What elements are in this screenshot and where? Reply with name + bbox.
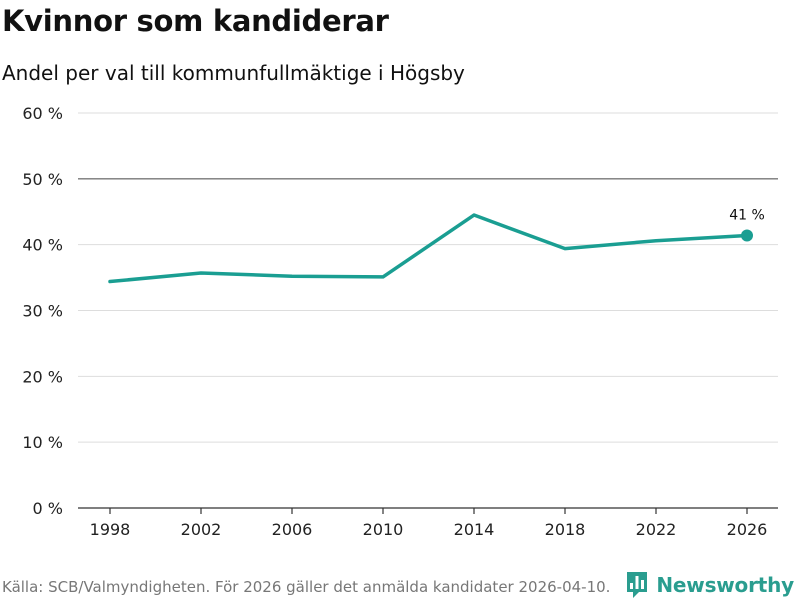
x-tick-label: 1998 (90, 520, 131, 539)
bar-chart-logo-icon (627, 572, 648, 598)
x-tick-label: 2026 (727, 520, 768, 539)
line-chart: 0 % 10 % 20 % 30 % 40 % 50 % 60 % 1998 2002 2006 2… (22, 104, 778, 539)
chart-subtitle: Andel per val till kommunfullmäktige i H… (2, 61, 465, 85)
series-line (108, 213, 749, 284)
y-tick-label: 40 % (22, 236, 63, 255)
chart-title: Kvinnor som kandiderar (2, 4, 389, 38)
x-tick-label: 2014 (454, 520, 495, 539)
y-tick-label: 0 % (33, 499, 63, 518)
y-tick-label: 30 % (22, 302, 63, 321)
y-tick-label: 60 % (22, 104, 63, 123)
y-tick-label: 50 % (22, 170, 63, 189)
x-tick-label: 2018 (545, 520, 586, 539)
x-tick-label: 2006 (272, 520, 313, 539)
x-tick-label: 2002 (181, 520, 222, 539)
y-tick-label: 20 % (22, 367, 63, 386)
y-tick-label: 10 % (22, 433, 63, 452)
brand-logo: Newsworthy (625, 570, 794, 600)
brand-name: Newsworthy (656, 573, 794, 597)
last-point-marker (741, 229, 753, 242)
x-tick-label: 2010 (363, 520, 404, 539)
end-value-label: 41 % (729, 207, 765, 223)
x-tick-label: 2022 (636, 520, 677, 539)
source-note: Källa: SCB/Valmyndigheten. För 2026 gäll… (2, 578, 611, 596)
